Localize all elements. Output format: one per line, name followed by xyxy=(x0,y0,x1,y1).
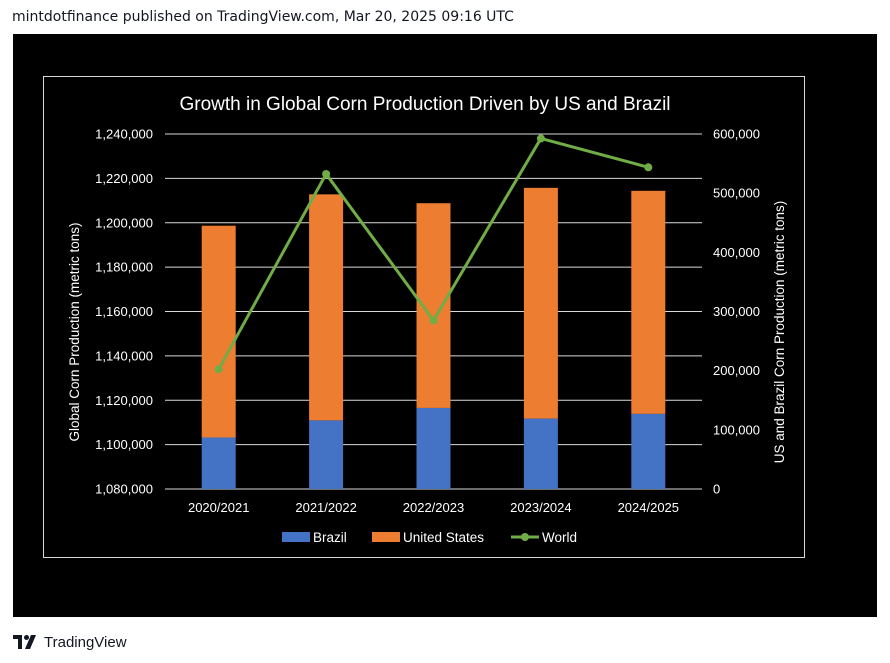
footer: TradingView xyxy=(13,631,127,653)
y-tick-label-left: 1,220,000 xyxy=(95,171,153,186)
legend-label: World xyxy=(542,530,577,545)
y-tick-label-left: 1,080,000 xyxy=(95,482,153,497)
world-point xyxy=(536,134,545,143)
x-tick-label: 2021/2022 xyxy=(295,500,356,515)
world-point xyxy=(429,316,438,325)
chart-area: Growth in Global Corn Production Driven … xyxy=(43,76,805,558)
y-tick-label-right: 100,000 xyxy=(713,422,760,437)
y-tick-label-left: 1,180,000 xyxy=(95,260,153,275)
bar-united-states xyxy=(523,187,558,419)
tradingview-logo-icon xyxy=(13,635,36,649)
x-tick-label: 2024/2025 xyxy=(618,500,679,515)
legend: Brazil United States World xyxy=(282,530,577,545)
x-tick-label: 2020/2021 xyxy=(188,500,249,515)
y-tick-label-left: 1,120,000 xyxy=(95,393,153,408)
y-tick-label-left: 1,100,000 xyxy=(95,437,153,452)
bar-united-states xyxy=(309,194,344,421)
x-tick-label: 2022/2023 xyxy=(403,500,464,515)
bar-brazil xyxy=(416,407,451,489)
x-tick-label: 2023/2024 xyxy=(510,500,571,515)
world-point xyxy=(322,169,331,178)
y-tick-label-right: 200,000 xyxy=(713,363,760,378)
bar-united-states xyxy=(201,225,236,438)
legend-swatch-united-states xyxy=(372,532,400,542)
chart-title: Growth in Global Corn Production Driven … xyxy=(179,94,670,115)
y-tick-label-right: 400,000 xyxy=(713,245,760,260)
world-point xyxy=(644,163,653,172)
corn-production-chart: Growth in Global Corn Production Driven … xyxy=(67,94,787,545)
y-tick-label-right: 300,000 xyxy=(713,304,760,319)
y-tick-label-right: 0 xyxy=(713,482,720,497)
y-axis-label-left: Global Corn Production (metric tons) xyxy=(67,222,82,441)
y-tick-label-left: 1,240,000 xyxy=(95,127,153,142)
tradingview-brand: TradingView xyxy=(44,633,127,651)
y-tick-label-left: 1,200,000 xyxy=(95,215,153,230)
y-tick-label-left: 1,140,000 xyxy=(95,348,153,363)
y-axis-label-right: US and Brazil Corn Production (metric to… xyxy=(772,201,787,464)
axes: 1,080,000 1,100,000 1,120,000 1,140,000 1,16… xyxy=(95,127,760,516)
bar-brazil xyxy=(201,437,236,489)
bars xyxy=(201,187,666,489)
bar-united-states xyxy=(631,190,666,414)
legend-swatch-brazil xyxy=(282,532,310,542)
y-tick-label-right: 500,000 xyxy=(713,186,760,201)
bar-brazil xyxy=(631,413,666,489)
y-tick-label-left: 1,160,000 xyxy=(95,304,153,319)
bar-brazil xyxy=(309,420,344,489)
legend-marker-world xyxy=(521,533,529,541)
legend-label: United States xyxy=(403,530,484,545)
world-line xyxy=(214,134,653,374)
publish-info: mintdotfinance published on TradingView.… xyxy=(12,9,514,25)
y-tick-label-right: 600,000 xyxy=(713,127,760,142)
bar-brazil xyxy=(523,418,558,489)
legend-label: Brazil xyxy=(313,530,347,545)
world-point xyxy=(214,365,223,374)
